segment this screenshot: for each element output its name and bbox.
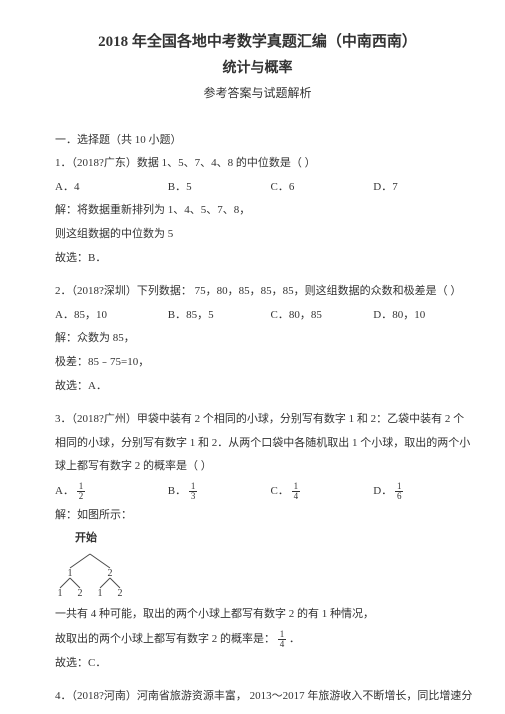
q1-stem: 1．（2018?广东）数据 1、5、7、4、8 的中位数是（ ） <box>55 155 460 173</box>
q3-sol-2: 一共有 4 种可能，取出的两个小球上都写有数字 2 的有 1 种情况， <box>55 606 460 624</box>
doc-title-sub: 统计与概率 <box>55 58 460 80</box>
q3-options: A． 12 B． 13 C． 14 D． 16 <box>55 482 460 501</box>
q3-sol-3: 故取出的两个小球上都写有数字 2 的概率是： 14 ． <box>55 630 460 649</box>
section-heading: 一．选择题（共 10 小题） <box>55 132 460 150</box>
svg-text:1: 1 <box>68 568 73 579</box>
svg-text:2: 2 <box>78 588 83 599</box>
q2-opt-b: B．85，5 <box>168 307 268 325</box>
q1-sol-1: 解：将数据重新排列为 1、4、5、7、8， <box>55 202 460 220</box>
doc-title-main: 2018 年全国各地中考数学真题汇编（中南西南） <box>55 30 460 54</box>
q3-opt-a-label: A． <box>55 483 74 501</box>
q2-options: A．85，10 B．85，5 C．80，85 D．80，10 <box>55 307 460 325</box>
q1-opt-a: A．4 <box>55 179 165 197</box>
q2-sol-2: 极差：85﹣75=10， <box>55 354 460 372</box>
doc-title-ans: 参考答案与试题解析 <box>55 84 460 103</box>
q3-stem-3: 球上都写有数字 2 的概率是（ ） <box>55 458 460 476</box>
q3-sol-3a: 故取出的两个小球上都写有数字 2 的概率是： <box>55 633 275 645</box>
q2-opt-c: C．80，85 <box>271 307 371 325</box>
fraction-icon: 13 <box>189 482 198 501</box>
svg-text:1: 1 <box>98 588 103 599</box>
q3-opt-c-label: C． <box>271 483 289 501</box>
q3-opt-d: D． 16 <box>373 482 403 501</box>
q1-opt-c: C．6 <box>271 179 371 197</box>
tree-svg: 121212 <box>55 550 135 600</box>
q3-stem-1: 3．（2018?广州）甲袋中装有 2 个相同的小球，分别写有数字 1 和 2：乙… <box>55 411 460 429</box>
q1-opt-d: D．7 <box>373 179 397 197</box>
svg-text:1: 1 <box>58 588 63 599</box>
fraction-icon: 14 <box>292 482 301 501</box>
q1-sol-3: 故选：B． <box>55 250 460 268</box>
fraction-icon: 12 <box>77 482 86 501</box>
q3-opt-d-label: D． <box>373 483 392 501</box>
tree-diagram: 开始 121212 <box>55 530 460 600</box>
q4-stem-1: 4．（2018?河南）河南省旅游资源丰富， 2013～2017 年旅游收入不断增… <box>55 688 460 706</box>
svg-text:2: 2 <box>118 588 123 599</box>
q2-sol-3: 故选：A． <box>55 378 460 396</box>
q1-options: A．4 B．5 C．6 D．7 <box>55 179 460 197</box>
q3-opt-a: A． 12 <box>55 482 165 501</box>
q3-stem-2: 相同的小球，分别写有数字 1 和 2．从两个口袋中各随机取出 1 个小球，取出的… <box>55 435 460 453</box>
q1-sol-2: 则这组数据的中位数为 5 <box>55 226 460 244</box>
svg-text:2: 2 <box>108 568 113 579</box>
q3-sol-1: 解：如图所示： <box>55 507 460 525</box>
tree-root-label: 开始 <box>75 530 460 548</box>
q3-sol-4: 故选：C． <box>55 655 460 673</box>
q3-opt-b: B． 13 <box>168 482 268 501</box>
q2-sol-1: 解：众数为 85， <box>55 330 460 348</box>
q3-sol-3b: ． <box>289 633 300 645</box>
q2-opt-a: A．85，10 <box>55 307 165 325</box>
q2-stem: 2．（2018?深圳）下列数据： 75，80，85，85，85，则这组数据的众数… <box>55 283 460 301</box>
fraction-icon: 16 <box>395 482 404 501</box>
q2-opt-d: D．80，10 <box>373 307 425 325</box>
q3-opt-b-label: B． <box>168 483 186 501</box>
fraction-icon: 14 <box>278 630 287 649</box>
q3-opt-c: C． 14 <box>271 482 371 501</box>
q1-opt-b: B．5 <box>168 179 268 197</box>
